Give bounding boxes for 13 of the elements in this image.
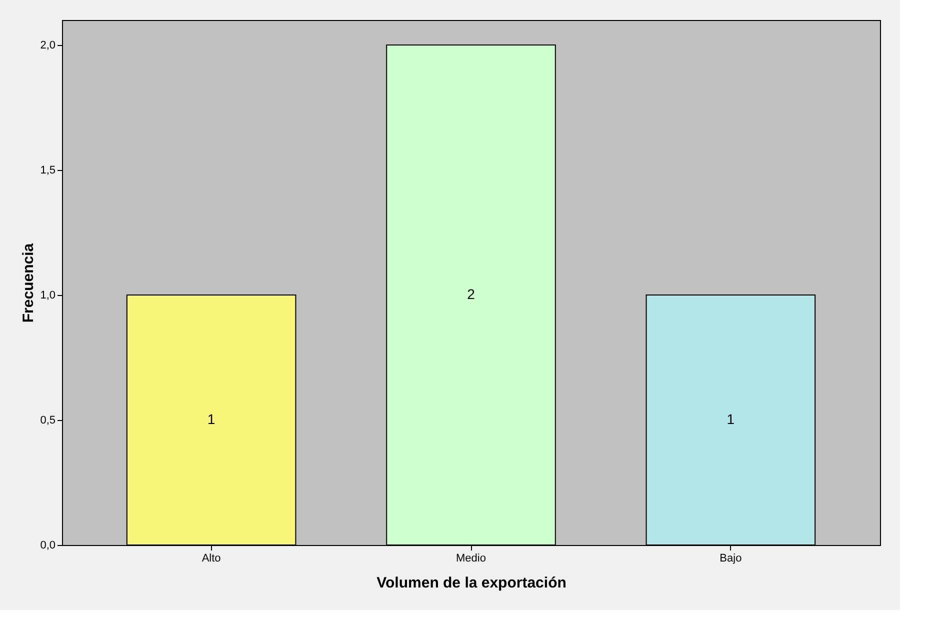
x-tick-label: Bajo xyxy=(720,552,742,564)
y-tick-label: 2,0 xyxy=(40,40,56,52)
x-tick-label: Medio xyxy=(456,552,486,564)
y-tick-label: 0,0 xyxy=(40,540,56,552)
data-label: 2 xyxy=(467,286,476,302)
data-label: 1 xyxy=(726,411,735,427)
y-axis-title: Frecuencia xyxy=(20,242,38,323)
x-axis-title: Volumen de la exportación xyxy=(376,574,566,592)
x-tick-label: Alto xyxy=(202,552,221,564)
y-tick-label: 0,5 xyxy=(40,414,56,426)
y-tick-label: 1,0 xyxy=(40,290,56,302)
y-tick-label: 1,5 xyxy=(40,164,56,176)
data-label: 1 xyxy=(207,411,216,427)
